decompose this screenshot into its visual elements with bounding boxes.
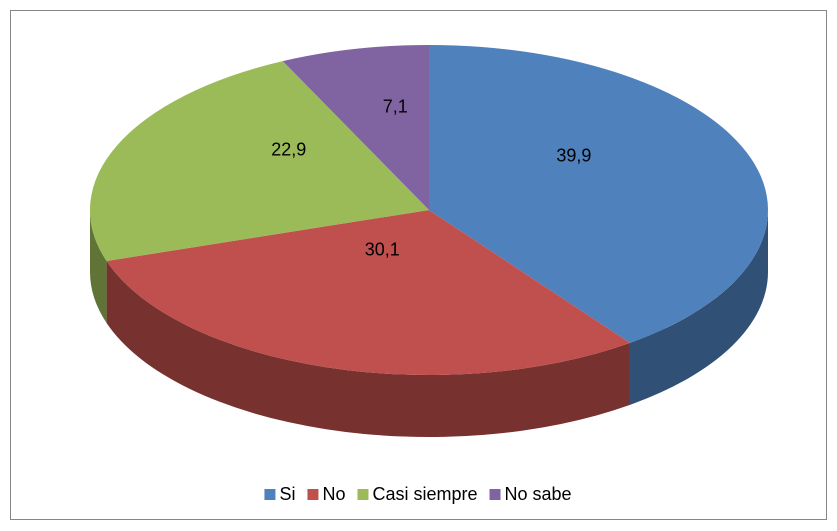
data-label: 39,9 <box>556 146 591 166</box>
legend-label: Casi siempre <box>372 484 477 504</box>
data-label: 22,9 <box>271 139 306 159</box>
slice-side <box>90 210 107 323</box>
legend-swatch <box>264 489 276 500</box>
slice <box>106 210 630 375</box>
data-label: 7,1 <box>383 96 408 116</box>
legend-swatch <box>489 489 501 500</box>
legend-label: No <box>322 484 345 504</box>
slice-side <box>629 210 768 405</box>
slice-side <box>106 260 630 437</box>
data-label: 30,1 <box>365 239 400 259</box>
slice <box>282 45 429 210</box>
legend-label: Si <box>279 484 295 504</box>
legend-swatch <box>357 489 369 500</box>
slice <box>429 45 768 343</box>
legend-label: No sabe <box>505 484 572 504</box>
slice <box>89 61 430 261</box>
legend-swatch <box>307 489 319 500</box>
